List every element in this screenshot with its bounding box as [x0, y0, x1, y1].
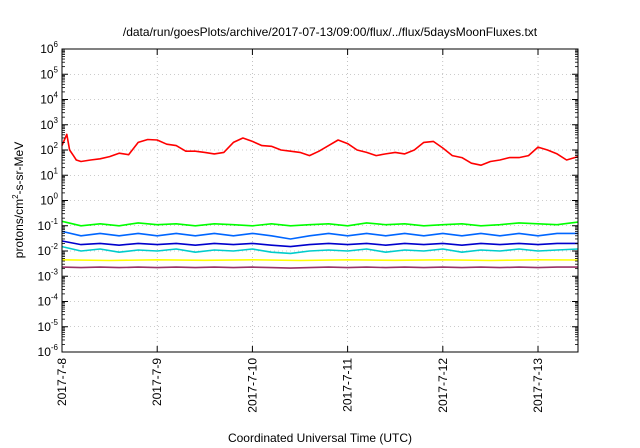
- y-tick-label-base: 10: [40, 168, 54, 182]
- y-axis-ticks: 10-610-510-410-310-210-11001011021031041…: [38, 40, 578, 359]
- y-tick-label-base: 10: [40, 93, 54, 107]
- y-tick-label-exp: -4: [51, 293, 59, 302]
- y-tick-label: 10-4: [38, 293, 59, 309]
- y-tick-label-exp: -2: [51, 242, 59, 251]
- y-tick-label-exp: 5: [54, 65, 59, 74]
- series-line-1: [61, 133, 579, 166]
- y-tick-label-exp: 0: [54, 192, 59, 201]
- x-tick-label: 2017-7-13: [531, 358, 545, 413]
- grid-lines: [62, 49, 578, 352]
- y-tick-label-base: 10: [38, 320, 52, 334]
- y-tick-label: 10-6: [38, 343, 59, 359]
- y-tick-label: 10-1: [38, 217, 59, 233]
- y-tick-label-exp: 1: [54, 166, 59, 175]
- y-tick-label: 10-5: [38, 318, 59, 334]
- y-axis-label-pre: protons/cm: [12, 199, 26, 258]
- chart-title: /data/run/goesPlots/archive/2017-07-13/0…: [123, 25, 538, 39]
- series-line-2: [61, 220, 579, 227]
- x-tick-label: 2017-7-11: [341, 358, 355, 412]
- y-tick-label-base: 10: [38, 219, 52, 233]
- y-tick-label: 100: [40, 192, 58, 208]
- y-tick-label: 10-3: [38, 267, 59, 283]
- y-tick-label-base: 10: [38, 244, 52, 258]
- y-tick-label-base: 10: [40, 194, 54, 208]
- plot-frame: [61, 48, 579, 353]
- y-tick-label-base: 10: [40, 118, 54, 132]
- y-tick-label-exp: 4: [54, 91, 59, 100]
- y-tick-label-base: 10: [40, 67, 54, 81]
- x-axis-ticks: 2017-7-8 2017-7-9 2017-7-10 2017-7-11 2017-7…: [55, 49, 545, 413]
- y-tick-label: 104: [40, 91, 58, 107]
- y-axis-label: protons/cm2-s-sr-MeV: [11, 142, 26, 258]
- y-axis-label-sup: 2: [11, 194, 20, 199]
- y-axis-label-post: -s-sr-MeV: [12, 142, 26, 195]
- y-tick-label-exp: -1: [51, 217, 59, 226]
- series-line-7: [61, 266, 578, 269]
- y-tick-label: 103: [40, 116, 58, 132]
- y-tick-label: 10-2: [38, 242, 59, 258]
- y-tick-label-exp: 3: [54, 116, 59, 125]
- y-tick-label-base: 10: [40, 42, 54, 56]
- series-line-3: [61, 230, 578, 240]
- y-tick-label-base: 10: [38, 269, 52, 283]
- y-tick-label-exp: -5: [51, 318, 59, 327]
- y-tick-label-exp: 6: [54, 40, 59, 49]
- y-tick-label-base: 10: [38, 295, 52, 309]
- data-series: [61, 133, 579, 269]
- y-tick-label: 101: [40, 166, 58, 182]
- x-axis-label: Coordinated Universal Time (UTC): [228, 431, 412, 445]
- x-tick-label: 2017-7-8: [55, 358, 69, 406]
- x-tick-label: 2017-7-10: [245, 358, 259, 413]
- y-tick-label-exp: 2: [54, 141, 59, 150]
- y-tick-label: 105: [40, 65, 58, 81]
- series-line-5: [61, 240, 578, 248]
- y-tick-label: 102: [40, 141, 58, 157]
- y-tick-label-exp: -6: [51, 343, 59, 352]
- x-tick-label: 2017-7-12: [436, 358, 450, 413]
- y-tick-label-base: 10: [38, 345, 52, 359]
- y-tick-label: 106: [40, 40, 58, 56]
- series-line-4: [61, 245, 579, 255]
- y-tick-label-base: 10: [40, 143, 54, 157]
- series-line-6: [61, 258, 579, 262]
- y-tick-label-exp: -3: [51, 267, 59, 276]
- x-tick-label: 2017-7-9: [150, 358, 164, 406]
